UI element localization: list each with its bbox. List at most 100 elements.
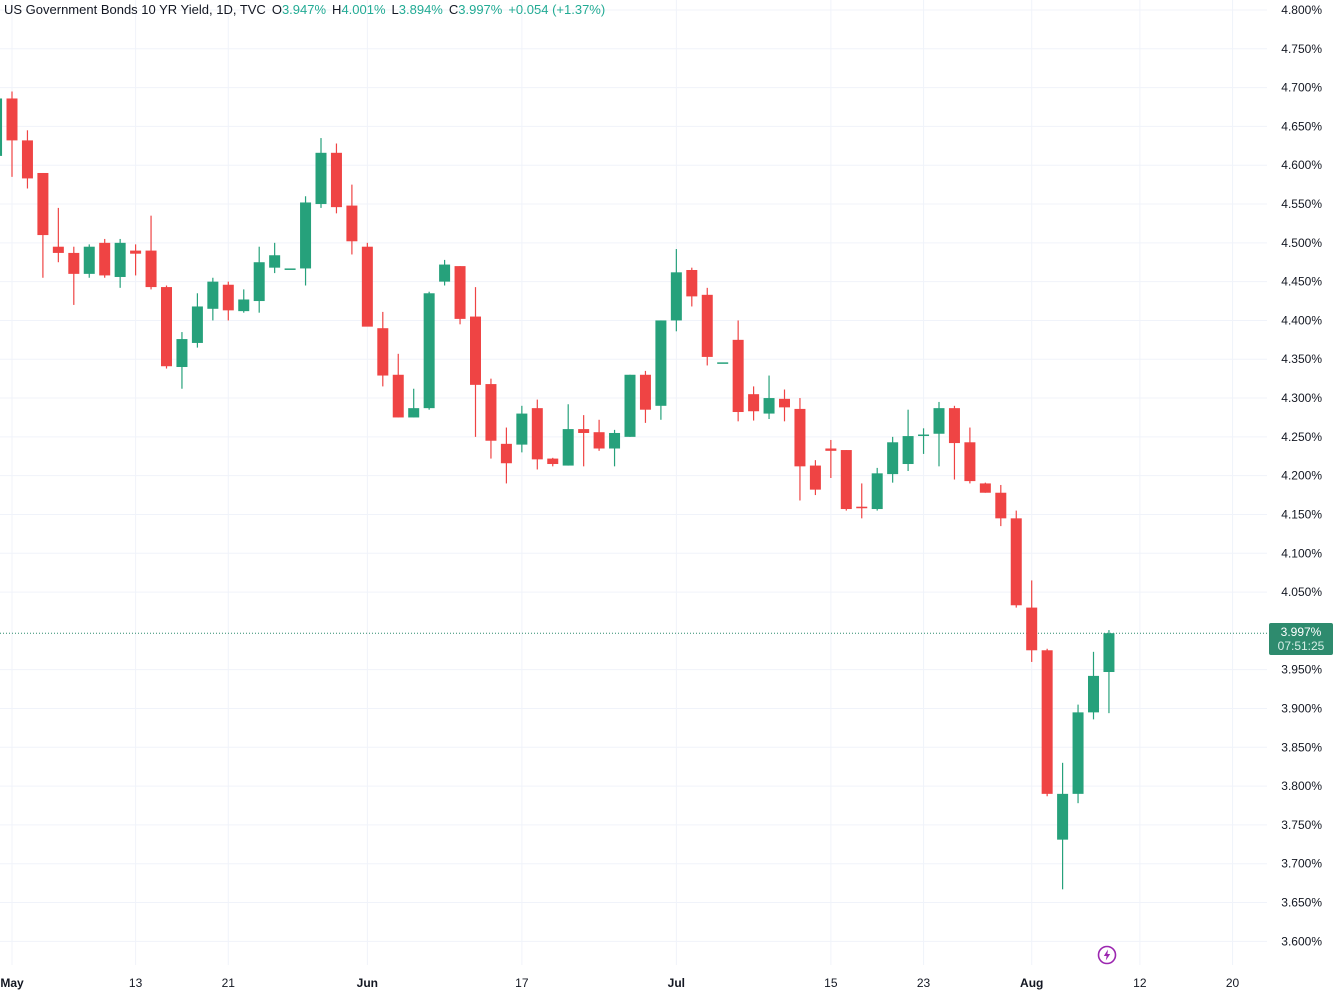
high-value: 4.001% [341,2,386,17]
high-label: H [332,2,342,17]
x-tick-label: Jul [668,976,685,990]
y-tick-label: 4.050% [1281,585,1322,599]
candle-body [701,294,713,357]
bar-countdown: 07:51:25 [1277,639,1325,654]
candle-body [686,269,698,297]
candle-body [639,374,651,410]
candle-body [887,442,899,475]
candle-body [871,473,883,510]
candle-body [346,205,358,242]
last-price-value: 3.997% [1280,625,1322,640]
candle-body [964,442,976,482]
y-tick-label: 3.650% [1281,896,1322,910]
candle-body [207,281,219,309]
candle-body [794,408,806,467]
candle-body [995,492,1007,519]
y-tick-label: 4.400% [1281,313,1322,327]
y-tick-label: 4.100% [1281,546,1322,560]
y-tick-label: 4.250% [1281,430,1322,444]
candle-body [176,339,188,368]
x-tick-label: 21 [222,976,236,990]
candle-body [470,316,481,385]
x-tick-label: Jun [357,976,378,990]
candle-body [361,246,373,327]
candle-body [269,255,281,268]
candle-body [1057,793,1069,840]
candle-body [732,339,744,413]
y-tick-label: 3.800% [1281,779,1322,793]
y-tick-label: 4.600% [1281,158,1322,172]
candle-body [21,140,33,179]
candle-body [531,408,543,460]
candle-body [717,362,729,364]
candle-body [408,408,420,418]
candle-body [500,443,512,464]
candle-body [516,413,528,445]
candle-body [578,429,590,433]
close-label: C [448,2,459,17]
candle-body [37,172,49,236]
x-tick-label: 23 [917,976,931,990]
candle-body [1088,675,1099,713]
last-price-tag: 3.997% 07:51:25 [1269,623,1333,656]
y-tick-label: 4.550% [1281,197,1322,211]
x-tick-label: 17 [515,976,529,990]
y-tick-label: 4.500% [1281,236,1322,250]
candle-body [114,242,126,277]
candle-body [99,242,111,276]
y-tick-label: 4.750% [1281,42,1322,56]
open-label: O [271,2,282,17]
candle-body [485,384,497,441]
candle-body [423,293,435,409]
x-tick-label: 20 [1226,976,1240,990]
y-tick-label: 4.350% [1281,352,1322,366]
chart-legend: US Government Bonds 10 YR Yield, 1D, TVC… [4,2,605,17]
candle-body [763,398,775,414]
candle-body [439,264,451,282]
candle-body [238,299,250,312]
candle-body [1072,712,1084,794]
candle-body [377,328,389,376]
candle-body [902,436,914,465]
candle-body [593,432,605,449]
y-tick-label: 3.750% [1281,818,1322,832]
candle-body [222,284,234,311]
lightning-icon[interactable] [1097,945,1117,965]
open-value: 3.947% [281,2,327,17]
candle-body [1103,633,1115,673]
candle-body [809,465,821,490]
candle-body [253,262,265,302]
close-value: 3.997% [458,2,503,17]
y-tick-label: 4.650% [1281,119,1322,133]
candle-body [779,398,790,408]
candle-body [562,429,574,466]
x-tick-label: 13 [129,976,143,990]
candle-body [284,268,296,270]
candle-body [392,374,404,418]
candle-body [655,320,667,406]
candle-body [161,287,172,367]
change-value: +0.054 (+1.37%) [508,2,606,17]
low-value: 3.894% [398,2,443,17]
y-tick-label: 4.150% [1281,507,1322,521]
x-tick-label: 15 [824,976,838,990]
y-tick-label: 3.700% [1281,857,1322,871]
candle-body [979,483,991,493]
x-tick-label: May [0,976,24,990]
candle-body [948,408,960,444]
y-tick-label: 3.950% [1281,663,1322,677]
low-label: L [391,2,399,17]
candle-body [315,152,327,205]
y-tick-label: 4.200% [1281,469,1322,483]
y-tick-label: 4.450% [1281,275,1322,289]
candle-body [825,448,837,451]
candle-body [191,306,203,343]
candle-body [856,506,868,509]
candle-body [145,250,157,288]
candle-body [130,250,142,254]
y-tick-label: 4.700% [1281,81,1322,95]
candle-body [918,434,930,437]
y-tick-label: 3.600% [1281,934,1322,948]
